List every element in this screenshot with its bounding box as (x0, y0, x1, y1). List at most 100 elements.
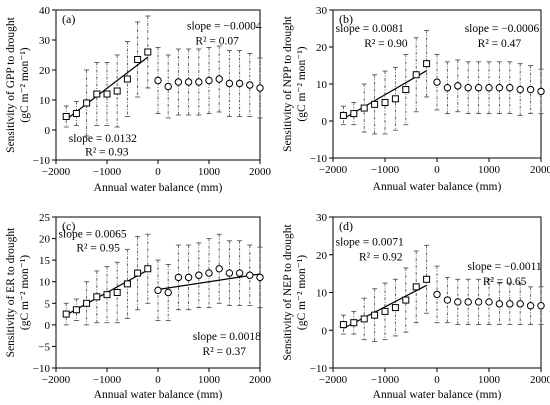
x-tick-label: −2000 (319, 374, 348, 386)
y-tick-label: 5 (45, 298, 51, 310)
x-tick-label: −2000 (42, 374, 71, 386)
y-axis-title-line: Sensitivity of GPP to drought (5, 16, 17, 152)
data-point-square (423, 275, 431, 283)
y-axis-title-line: Sensitivity of NPP to drought (282, 15, 294, 151)
y-tick-label: 20 (316, 42, 328, 54)
fit-annotation: R² = 0.90 (364, 38, 408, 50)
fit-annotation: R² = 0.92 (359, 251, 403, 263)
data-point-circle (433, 290, 441, 299)
y-tick-label: 0 (45, 125, 51, 137)
x-tick-label: 1000 (478, 374, 501, 386)
y-tick-label: 10 (316, 288, 328, 300)
x-tick-label: 0 (434, 374, 440, 386)
fit-annotation: R² = 0.37 (203, 346, 247, 358)
panel-label: (a) (62, 12, 75, 26)
data-point-square (62, 310, 70, 318)
chart-panel-4: −10 0 10 20 30 −2000 −1000 0 1000 2000 Annual wate… (282, 212, 550, 401)
fit-annotation: R² = 0.47 (478, 38, 522, 50)
data-point-circle (195, 78, 203, 86)
data-point-square (83, 99, 91, 107)
data-point-square (113, 289, 121, 296)
y-tick-label: −10 (33, 363, 51, 375)
data-point-circle (154, 286, 162, 295)
data-point-square (402, 296, 410, 304)
y-tick-label: 30 (39, 35, 51, 47)
y-axis-title-line: (gC m⁻² mon⁻¹) (296, 255, 308, 330)
data-point-square (350, 319, 358, 327)
data-point-square (123, 280, 131, 288)
data-point-square (72, 110, 80, 117)
data-point-square (339, 111, 347, 119)
x-tick-label: 1000 (198, 166, 221, 178)
data-point-square (412, 71, 420, 79)
data-point-circle (154, 76, 162, 85)
data-point-circle (164, 288, 172, 297)
y-tick-label: 30 (316, 212, 328, 224)
x-tick-label: −2000 (319, 164, 348, 176)
y-tick-label: 20 (39, 65, 51, 77)
data-point-square (371, 100, 379, 108)
data-point-circle (464, 298, 472, 306)
data-point-square (134, 269, 142, 277)
y-tick-label: 0 (45, 320, 51, 332)
data-point-square (423, 60, 431, 68)
data-point-square (103, 291, 111, 299)
data-point-circle (516, 300, 524, 308)
data-point-circle (537, 302, 545, 310)
data-point-square (391, 304, 399, 312)
x-tick-label: 2000 (249, 166, 272, 178)
data-point-square (360, 104, 368, 112)
data-point-square (412, 283, 420, 291)
y-tick-label: 25 (39, 212, 51, 224)
fit-annotation: slope = 0.0065 (59, 229, 127, 241)
data-point-circle (506, 84, 514, 92)
data-point-circle (164, 82, 172, 91)
y-tick-label: 10 (316, 79, 328, 91)
y-tick-label: 20 (39, 234, 51, 246)
fit-annotation: R² = 0.07 (195, 36, 239, 48)
data-point-square (83, 299, 91, 307)
data-point-circle (205, 269, 213, 277)
x-tick-label: −2000 (42, 166, 71, 178)
fit-annotation: slope = 0.0132 (69, 133, 137, 145)
fit-annotation: slope = 0.0081 (336, 23, 404, 35)
x-axis-title: Annual water balance (mm) (94, 389, 223, 401)
data-point-square (72, 306, 80, 314)
data-point-circle (485, 298, 493, 306)
data-point-circle (225, 79, 234, 88)
fit-annotation: R² = 0.95 (76, 243, 120, 255)
data-point-square (391, 95, 399, 103)
data-point-circle (256, 273, 264, 282)
data-point-circle (537, 87, 545, 96)
fit-annotation: slope = 0.0018 (193, 331, 261, 343)
data-point-square (381, 307, 389, 315)
data-point-square (134, 56, 142, 63)
y-tick-label: 40 (39, 5, 51, 17)
data-point-square (123, 75, 131, 83)
x-tick-label: 1000 (198, 374, 221, 386)
data-point-square (339, 321, 347, 329)
y-axis-title-line: (gC m⁻² mon⁻¹) (19, 47, 31, 122)
data-point-circle (495, 84, 504, 92)
y-axis-title-line: (gC m⁻² mon⁻¹) (19, 255, 31, 330)
chart-panel-2: −10 0 10 20 30 −2000 −1000 0 1000 2000 Annual wate… (282, 5, 550, 193)
data-point-square (144, 265, 152, 273)
y-tick-label: 0 (322, 325, 328, 337)
data-point-circle (215, 75, 223, 83)
data-point-circle (485, 84, 493, 92)
data-point-square (381, 99, 389, 106)
data-point-circle (235, 79, 244, 88)
data-point-circle (495, 300, 504, 308)
data-point-circle (506, 300, 514, 308)
x-tick-label: −1000 (93, 166, 122, 178)
regression-line (65, 56, 149, 120)
data-point-circle (516, 85, 524, 94)
x-tick-label: −1000 (93, 374, 122, 386)
y-tick-label: −10 (310, 363, 328, 375)
data-point-square (93, 90, 101, 98)
data-point-circle (443, 84, 452, 92)
data-point-square (360, 315, 368, 323)
data-point-circle (454, 82, 462, 90)
data-point-circle (474, 84, 483, 92)
